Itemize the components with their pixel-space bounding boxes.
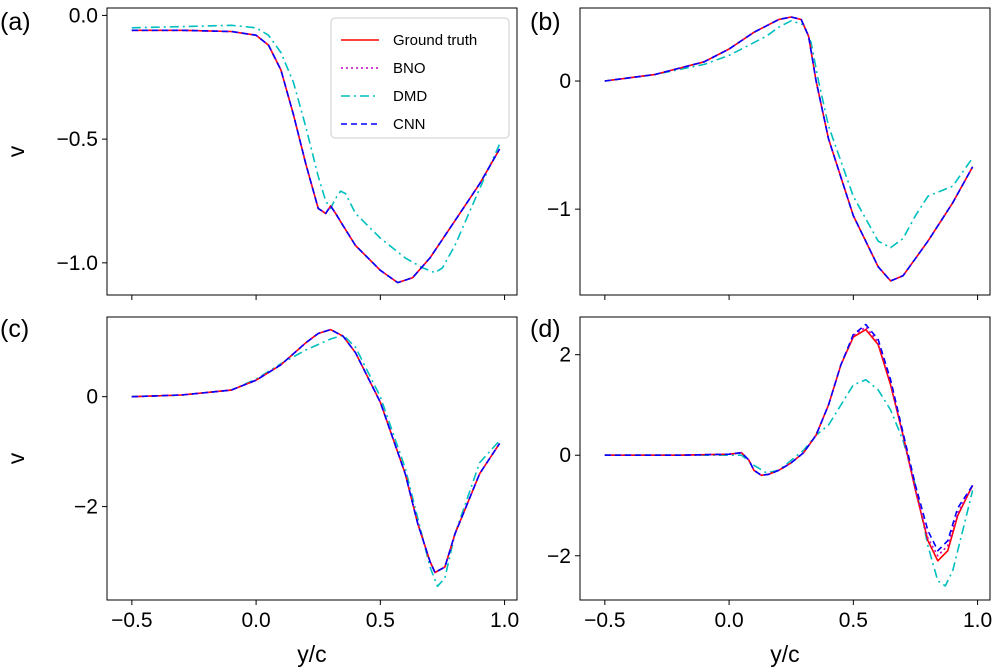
series-ground-truth	[604, 328, 974, 562]
series-dmd	[604, 378, 974, 587]
panel-tag: (b)	[530, 8, 561, 36]
series-bno	[604, 16, 974, 282]
panel-d: 2 0 −2 −0.5 0.0 0.5 1.0 y/c (d)	[530, 315, 992, 667]
x-axis-label: y/c	[770, 641, 799, 667]
y-tick-label: −1.0	[57, 252, 98, 275]
legend-label-ground-truth: Ground truth	[393, 32, 477, 49]
panel-tag: (c)	[0, 315, 29, 343]
x-tick-label: 0.5	[366, 609, 395, 632]
axes-frame	[579, 7, 991, 296]
x-tick-label: 0.0	[241, 609, 270, 632]
x-tick-label: 1.0	[963, 609, 992, 632]
y-tick-label: 2	[559, 344, 571, 367]
series-dmd	[131, 334, 501, 588]
y-tick-label: 0	[559, 444, 571, 467]
panel-tag: (d)	[530, 315, 561, 343]
legend-label-bno: BNO	[393, 60, 426, 77]
panel-tag: (a)	[0, 8, 31, 36]
series-bno	[604, 326, 974, 557]
x-tick-label: −0.5	[111, 609, 152, 632]
legend-label-cnn: CNN	[393, 116, 426, 133]
legend: Ground truth BNO DMD CNN	[330, 17, 510, 139]
y-tick-label: −2	[547, 545, 571, 568]
x-tick-label: 1.0	[490, 609, 519, 632]
legend-label-dmd: DMD	[393, 88, 427, 105]
series-ground-truth	[131, 328, 501, 574]
y-tick-label: 0	[86, 386, 98, 409]
y-tick-label: −2	[74, 496, 98, 519]
series-dmd	[131, 24, 501, 274]
y-tick-label: −0.5	[57, 128, 98, 151]
axes-frame	[106, 316, 518, 601]
x-tick-label: 0.0	[714, 609, 743, 632]
x-tick-label: −0.5	[584, 609, 625, 632]
series-cnn	[604, 323, 974, 552]
panel-c: 0 −2 −0.5 0.0 0.5 1.0 v y/c (c)	[0, 315, 519, 667]
series-dmd	[604, 19, 974, 249]
panel-a: 0.0 −0.5 −1.0 v (a) Ground truth BNO DMD CNN	[0, 4, 518, 300]
series-ground-truth	[604, 16, 974, 282]
y-tick-label: −1	[547, 198, 571, 221]
series-cnn	[131, 328, 501, 574]
axes-frame	[106, 7, 518, 296]
axes-frame	[579, 316, 991, 601]
x-tick-label: 0.5	[839, 609, 868, 632]
y-tick-label: 0.0	[69, 4, 98, 27]
y-axis-label: v	[3, 452, 29, 464]
series-bno	[131, 29, 501, 284]
x-axis-label: y/c	[297, 641, 326, 667]
y-axis-label: v	[3, 145, 29, 157]
legend-box	[330, 17, 510, 139]
y-tick-label: 0	[559, 70, 571, 93]
series-bno	[131, 328, 501, 574]
panel-b: 0 −1 (b)	[530, 7, 991, 300]
series-cnn	[604, 16, 974, 282]
